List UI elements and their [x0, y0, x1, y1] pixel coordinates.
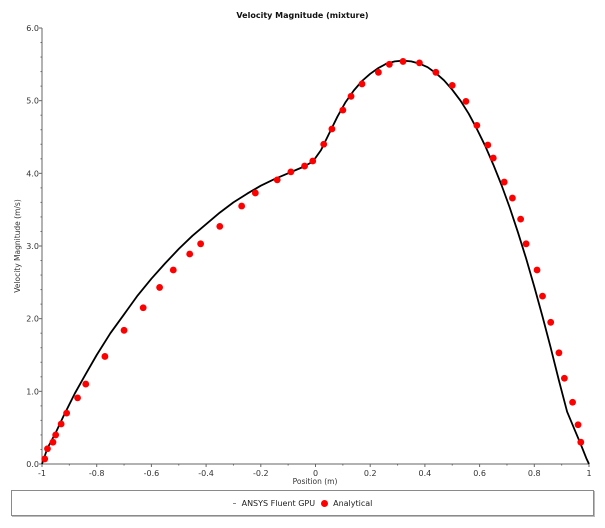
line-swatch-icon: [232, 502, 236, 504]
analytical-point: [569, 398, 576, 406]
analytical-point: [555, 349, 563, 357]
analytical-point: [120, 326, 128, 334]
red-dot-icon: [321, 499, 329, 507]
x-tick-label: 1: [586, 469, 591, 478]
analytical-point: [500, 178, 508, 186]
analytical-point: [533, 266, 541, 274]
analytical-point: [216, 222, 224, 230]
analytical-point: [448, 82, 456, 89]
x-tick-label: 0.2: [364, 469, 377, 478]
y-tick-label: 6.0: [26, 24, 39, 33]
analytical-point: [517, 215, 525, 223]
analytical-point: [385, 60, 393, 68]
analytical-point: [432, 68, 440, 76]
legend: ANSYS Fluent GPU Analytical: [11, 490, 594, 516]
analytical-point: [156, 284, 164, 291]
x-tick-label: -0.2: [253, 469, 269, 478]
analytical-point: [560, 374, 568, 382]
x-tick-label: -0.6: [144, 469, 160, 478]
analytical-point: [489, 154, 497, 162]
analytical-point: [547, 318, 555, 326]
analytical-point: [41, 455, 49, 463]
analytical-point: [57, 420, 65, 428]
legend-item-fluent-gpu[interactable]: ANSYS Fluent GPU: [232, 498, 316, 508]
analytical-point: [82, 380, 90, 388]
analytical-point: [63, 409, 71, 417]
x-tick-label: 0: [313, 469, 318, 478]
x-tick-label: 0.6: [473, 469, 486, 478]
x-tick-label: 0.4: [419, 469, 432, 478]
y-tick-label: 0.0: [26, 460, 39, 469]
x-tick-label: -0.8: [89, 469, 105, 478]
analytical-point: [197, 240, 205, 248]
analytical-point: [273, 176, 281, 184]
analytical-point: [101, 353, 109, 360]
x-tick-label: 0.8: [528, 469, 541, 478]
analytical-point: [347, 92, 355, 100]
analytical-point: [139, 304, 147, 312]
fluent-gpu-series: [41, 59, 590, 465]
analytical-point: [399, 58, 407, 65]
analytical-point: [186, 250, 194, 258]
legend-label: ANSYS Fluent GPU: [241, 498, 316, 508]
legend-item-analytical[interactable]: Analytical: [321, 499, 372, 508]
analytical-point: [522, 240, 530, 248]
analytical-point: [52, 431, 60, 439]
analytical-point: [416, 59, 423, 67]
analytical-point: [169, 266, 177, 274]
analytical-point: [44, 445, 51, 453]
x-tick-label: -1: [38, 469, 46, 478]
analytical-point: [238, 202, 246, 210]
x-tick-label: -0.4: [198, 469, 214, 478]
analytical-point: [309, 157, 317, 165]
y-tick-label: 2.0: [26, 315, 39, 324]
analytical-point: [539, 292, 546, 300]
analytical-point: [574, 421, 582, 429]
analytical-point: [473, 121, 481, 129]
analytical-point: [577, 438, 585, 446]
analytical-point: [74, 394, 81, 402]
analytical-series: [41, 58, 585, 463]
analytical-point: [484, 141, 492, 149]
analytical-point: [328, 125, 336, 133]
analytical-point: [320, 140, 328, 148]
analytical-point: [301, 162, 308, 170]
analytical-point: [251, 189, 259, 197]
analytical-point: [287, 168, 295, 176]
analytical-point: [509, 194, 516, 202]
y-axis-label: Velocity Magnitude (m/s): [13, 199, 22, 293]
plot-area: 0.0 1.0 2.0 3.0 4.0 5.0 6.0 -1 -0.8 -0.6 -0.4 -0.2 0…: [13, 24, 592, 486]
y-tick-label: 3.0: [26, 242, 39, 251]
y-tick-label: 4.0: [26, 169, 39, 178]
analytical-point: [49, 438, 57, 446]
analytical-point: [358, 80, 366, 88]
analytical-point: [462, 97, 470, 105]
y-tick-label: 5.0: [26, 97, 39, 106]
analytical-point: [339, 106, 347, 114]
chart-title: Velocity Magnitude (mixture): [236, 11, 369, 20]
x-axis-label: Position (m): [293, 477, 338, 486]
analytical-point: [375, 68, 382, 76]
y-tick-label: 1.0: [26, 387, 39, 396]
axes: 0.0 1.0 2.0 3.0 4.0 5.0 6.0 -1 -0.8 -0.6 -0.4 -0.2 0…: [26, 24, 591, 478]
legend-label: Analytical: [333, 498, 373, 508]
